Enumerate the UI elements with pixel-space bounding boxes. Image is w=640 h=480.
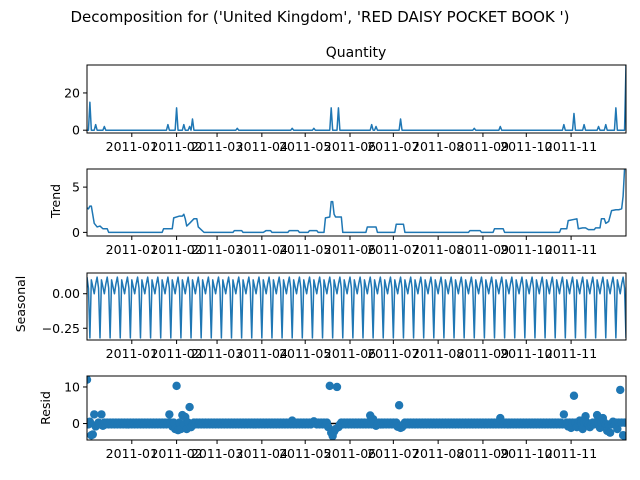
x-tick-label: 2011-10 [500, 346, 552, 361]
x-tick-label: 2011-11 [545, 139, 597, 154]
resid-point [169, 418, 178, 427]
x-tick-label: 2011-01 [106, 346, 158, 361]
x-tick-label: 2011-04 [236, 446, 288, 461]
series-line [87, 65, 626, 131]
x-tick-label: 2011-03 [191, 346, 243, 361]
x-tick-label: 2011-09 [457, 139, 509, 154]
resid-point [578, 424, 587, 434]
x-tick-label: 2011-09 [457, 242, 509, 257]
resid-point [605, 428, 615, 437]
y-tick-label: 0 [72, 416, 80, 431]
axes-frame [86, 272, 627, 341]
series-line [87, 276, 626, 339]
y-axis-label: Seasonal [13, 276, 28, 333]
y-tick-label: 0.00 [52, 286, 80, 301]
resid-point [569, 391, 579, 400]
series-line [87, 169, 626, 234]
x-tick-label: 2011-02 [150, 242, 202, 257]
resid-point [185, 402, 194, 412]
x-tick-label: 2011-05 [279, 139, 331, 154]
resid-point [613, 424, 622, 434]
x-tick-label: 2011-11 [545, 242, 597, 257]
resid-point [621, 433, 626, 440]
x-tick-label: 2011-01 [106, 139, 158, 154]
x-tick-label: 2011-01 [106, 242, 158, 257]
x-tick-label: 2011-06 [324, 242, 376, 257]
x-tick-label: 2011-07 [367, 139, 419, 154]
y-tick-label: 20 [64, 85, 80, 100]
axes-frame [86, 375, 627, 441]
figure-title: Decomposition for ('United Kingdom', 'RE… [71, 8, 570, 26]
resid-point [165, 410, 174, 419]
resid-point [88, 430, 97, 439]
x-tick-label: 2011-02 [150, 139, 202, 154]
x-tick-label: 2011-04 [236, 346, 288, 361]
resid-point [332, 382, 342, 392]
x-tick-label: 2011-04 [236, 242, 288, 257]
resid-point [620, 418, 626, 427]
y-tick-label: −0.25 [42, 321, 80, 336]
y-tick-label: 10 [64, 379, 80, 394]
x-tick-label: 2011-02 [150, 346, 202, 361]
x-tick-label: 2011-10 [500, 446, 552, 461]
x-tick-label: 2011-07 [367, 346, 419, 361]
resid-point [87, 376, 92, 384]
resid-point [394, 401, 404, 410]
x-tick-label: 2011-08 [412, 346, 464, 361]
x-tick-label: 2011-07 [367, 446, 419, 461]
resid-point [559, 410, 569, 419]
resid-point [90, 410, 99, 419]
x-tick-label: 2011-03 [191, 139, 243, 154]
panel-quantity: Quantity 2011-012011-022011-032011-04201… [64, 45, 627, 154]
x-tick-label: 2011-10 [500, 139, 552, 154]
panel-resid: Resid 2011-012011-022011-032011-042011-0… [38, 375, 627, 461]
x-tick-label: 2011-06 [324, 346, 376, 361]
x-tick-label: 2011-03 [191, 446, 243, 461]
y-tick-label: 0 [72, 123, 80, 138]
panel-trend: Trend 2011-012011-022011-032011-042011-0… [48, 168, 627, 257]
x-tick-label: 2011-06 [324, 446, 376, 461]
x-tick-label: 2011-05 [279, 346, 331, 361]
panel-seasonal: Seasonal 2011-012011-022011-032011-04201… [13, 272, 627, 361]
axes-frame [86, 64, 627, 134]
y-axis-label: Resid [38, 391, 53, 425]
resid-point [172, 381, 181, 391]
x-tick-label: 2011-01 [106, 446, 158, 461]
resid-point [616, 385, 625, 395]
x-tick-label: 2011-04 [236, 139, 288, 154]
y-tick-label: 0 [72, 225, 80, 240]
x-tick-label: 2011-09 [457, 446, 509, 461]
axes-frame [86, 168, 627, 237]
panel-title: Quantity [326, 45, 387, 61]
x-tick-label: 2011-07 [367, 242, 419, 257]
resid-point [581, 412, 590, 421]
x-tick-label: 2011-05 [279, 242, 331, 257]
x-tick-label: 2011-08 [412, 242, 464, 257]
x-tick-label: 2011-08 [412, 139, 464, 154]
x-tick-label: 2011-05 [279, 446, 331, 461]
resid-point [87, 417, 95, 426]
resid-point [325, 381, 334, 391]
x-tick-label: 2011-09 [457, 346, 509, 361]
x-tick-label: 2011-02 [150, 446, 202, 461]
x-tick-label: 2011-10 [500, 242, 552, 257]
x-tick-label: 2011-06 [324, 139, 376, 154]
y-tick-label: 5 [72, 180, 80, 195]
y-axis-label: Trend [48, 184, 63, 219]
x-tick-label: 2011-03 [191, 242, 243, 257]
x-tick-label: 2011-11 [545, 346, 597, 361]
x-tick-label: 2011-08 [412, 446, 464, 461]
resid-point [97, 410, 106, 419]
x-tick-label: 2011-11 [545, 446, 597, 461]
